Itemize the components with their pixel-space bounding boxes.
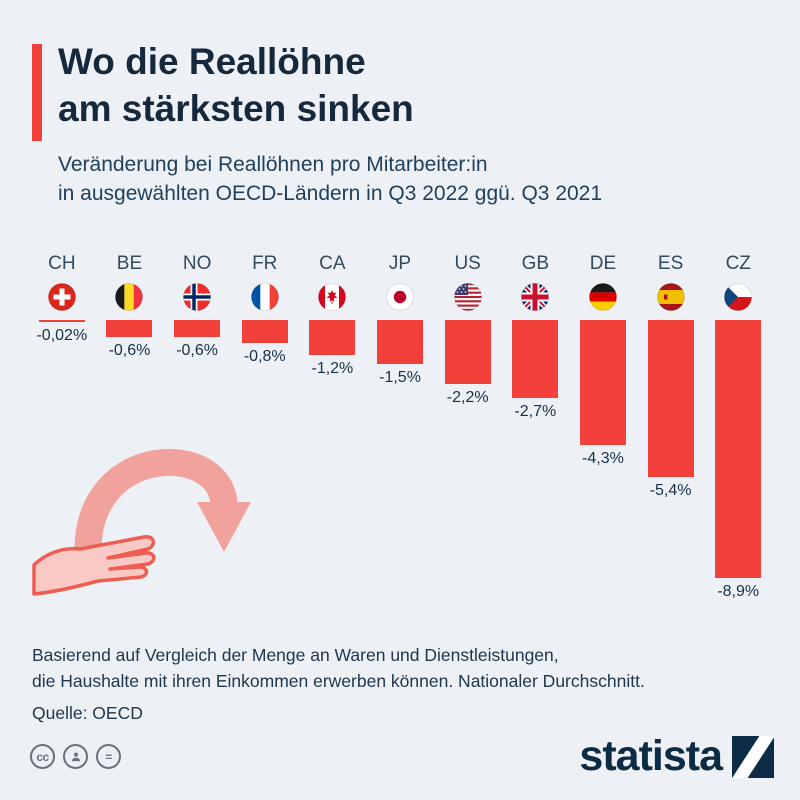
usa-flag-icon — [453, 283, 482, 311]
germany-flag-icon — [589, 283, 617, 311]
czechia-flag-icon — [724, 283, 753, 311]
value-label: -0,8% — [243, 348, 286, 366]
value-label: -2,2% — [446, 388, 489, 406]
uk-flag-icon — [521, 283, 550, 311]
bar-chart: CH -0,02% BE -0,6% NO — [28, 252, 772, 601]
value-label: -0,6% — [176, 342, 218, 360]
title-accent-bar — [32, 44, 42, 141]
bar — [309, 320, 356, 355]
country-label: US — [454, 253, 481, 274]
source-label: Quelle: OECD — [32, 703, 143, 723]
bar-column-es: ES -5,4% — [637, 252, 705, 601]
value-label: -0,02% — [36, 326, 88, 344]
page-title: Wo die Reallöhne am stärksten sinken — [58, 38, 414, 132]
bar — [241, 320, 288, 344]
license-icons: cc = — [30, 744, 121, 769]
subtitle: Veränderung bei Reallöhnen pro Mitarbeit… — [58, 150, 602, 208]
country-label: BE — [116, 253, 143, 274]
country-label: CA — [319, 253, 346, 274]
country-label: NO — [182, 253, 212, 274]
hand-arrow-illustration — [28, 402, 268, 602]
bar-column-gb: GB -2,7% — [501, 252, 569, 601]
value-label: -8,9% — [717, 583, 760, 601]
equals-nd-icon: = — [96, 744, 121, 769]
bar-column-de: DE -4,3% — [569, 252, 637, 601]
value-label: -2,7% — [514, 403, 557, 421]
statista-logo-mark-icon — [732, 735, 774, 778]
country-label: CZ — [725, 253, 751, 274]
subtitle-line-1: Veränderung bei Reallöhnen pro Mitarbeit… — [58, 153, 488, 176]
switzerland-flag-icon — [47, 283, 76, 311]
subtitle-line-2: in ausgewählten OECD-Ländern in Q3 2022 … — [58, 182, 603, 205]
country-label: GB — [521, 253, 550, 274]
bar — [512, 320, 559, 399]
value-label: -1,2% — [311, 359, 354, 377]
attribution-person-icon — [63, 744, 88, 769]
statista-logo: statista — [579, 735, 774, 778]
country-label: JP — [388, 253, 412, 274]
title-line-1: Wo die Reallöhne — [58, 41, 366, 82]
bar-column-fr: FR -0,8% — [231, 252, 299, 601]
bar-column-no: NO -0,6% — [163, 252, 231, 601]
value-label: -4,3% — [582, 449, 624, 467]
bar-column-cz: CZ -8,9% — [704, 252, 772, 601]
bar — [377, 320, 424, 364]
bar — [715, 320, 762, 579]
bar — [106, 320, 153, 338]
bar — [579, 320, 626, 445]
japan-flag-icon — [386, 283, 414, 311]
value-label: -1,5% — [379, 368, 421, 386]
country-label: CH — [48, 253, 76, 274]
norway-flag-icon — [183, 283, 211, 311]
bar — [647, 320, 694, 477]
bar-column-us: US — [434, 252, 502, 601]
canada-flag-icon — [318, 283, 347, 311]
bar-column-jp: JP -1,5% — [366, 252, 434, 601]
logo-slash — [732, 735, 774, 778]
belgium-flag-icon — [115, 283, 144, 311]
statista-wordmark: statista — [579, 732, 723, 780]
country-label: DE — [589, 253, 617, 274]
open-hand-icon — [32, 535, 156, 596]
footnote-line-2: die Haushalte mit ihren Einkommen erwerb… — [32, 671, 645, 691]
bar-column-be: BE -0,6% — [96, 252, 164, 601]
down-arrow-icon — [74, 448, 251, 552]
bar — [444, 320, 491, 384]
value-label: -0,6% — [108, 342, 151, 360]
title-line-2: am stärksten sinken — [58, 88, 414, 129]
bar — [38, 320, 85, 322]
footnote: Basierend auf Vergleich der Menge an War… — [32, 642, 645, 726]
spain-flag-icon — [656, 283, 685, 311]
bottom-bar: cc = statista — [30, 735, 774, 778]
bar-column-ca: CA -1,2% — [299, 252, 367, 601]
cc-icon: cc — [30, 744, 55, 769]
value-label: -5,4% — [649, 481, 692, 499]
bar — [174, 320, 221, 338]
bar-column-ch: CH -0,02% — [28, 252, 96, 601]
country-label: FR — [252, 253, 278, 274]
country-label: ES — [657, 253, 684, 274]
france-flag-icon — [250, 283, 279, 311]
footnote-line-1: Basierend auf Vergleich der Menge an War… — [32, 645, 559, 665]
